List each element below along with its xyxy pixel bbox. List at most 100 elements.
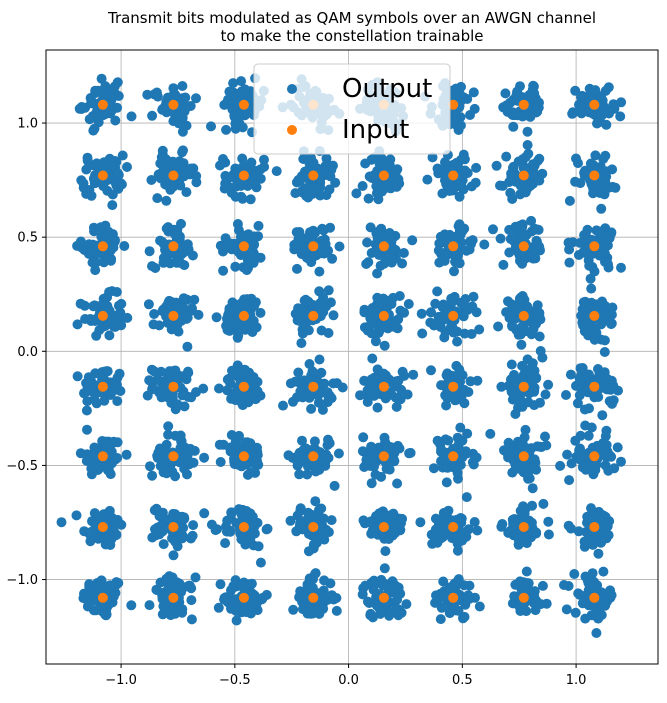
output-point (447, 444, 458, 454)
input-point (168, 99, 179, 110)
output-point (104, 444, 115, 455)
output-point (179, 513, 190, 524)
output-point (528, 245, 539, 256)
output-point (531, 372, 541, 383)
output-point (510, 409, 521, 419)
output-point (307, 608, 318, 619)
output-point (215, 457, 226, 467)
output-point (511, 390, 522, 401)
output-point (236, 76, 247, 87)
output-point (485, 428, 496, 439)
output-point (79, 388, 89, 399)
output-point (607, 164, 618, 175)
output-point (171, 300, 182, 311)
output-point (106, 512, 117, 523)
output-point (157, 237, 168, 247)
output-point (616, 262, 626, 273)
output-point (452, 545, 463, 556)
output-point (372, 402, 383, 413)
output-point (583, 430, 594, 441)
output-point (143, 299, 154, 310)
output-point (580, 420, 591, 431)
output-point (510, 221, 521, 232)
output-point (316, 503, 327, 514)
output-point (113, 300, 124, 311)
output-point (540, 431, 550, 442)
output-point (515, 601, 526, 612)
output-point (593, 613, 604, 624)
output-point (291, 239, 302, 250)
output-point (417, 328, 428, 339)
output-point (231, 615, 242, 626)
output-point (599, 347, 610, 357)
output-point (244, 300, 254, 311)
output-point (380, 546, 391, 557)
output-point (230, 575, 241, 586)
output-point (328, 378, 339, 389)
output-point (377, 180, 388, 191)
output-point (94, 325, 105, 336)
output-point (271, 166, 282, 177)
output-point (303, 296, 314, 307)
output-point (383, 441, 394, 452)
output-point (575, 363, 586, 374)
input-point (518, 241, 529, 252)
output-point (112, 396, 123, 407)
output-point (574, 106, 585, 117)
output-point (388, 244, 399, 255)
input-point (589, 99, 600, 110)
output-point (218, 439, 229, 450)
legend-input-label: Input (342, 115, 409, 145)
output-point (323, 285, 334, 296)
output-point (586, 283, 597, 294)
output-point (509, 233, 520, 244)
output-point (56, 517, 67, 528)
output-point (430, 298, 441, 309)
input-point (97, 310, 108, 321)
output-point (600, 431, 611, 442)
output-point (97, 374, 108, 384)
output-point (161, 223, 172, 234)
output-point (471, 162, 482, 173)
output-point (161, 195, 172, 206)
output-point (603, 231, 614, 242)
output-point (327, 253, 338, 264)
output-point (181, 374, 192, 385)
output-point (506, 306, 517, 317)
output-point (408, 369, 419, 380)
input-point (448, 451, 459, 462)
output-point (334, 241, 345, 252)
output-point (472, 375, 483, 386)
output-point (172, 255, 182, 266)
output-point (104, 287, 115, 297)
input-point (97, 522, 108, 532)
input-point (378, 310, 389, 321)
output-point (88, 222, 99, 233)
output-point (615, 111, 626, 122)
output-point (146, 175, 157, 185)
output-point (220, 592, 231, 603)
output-point (178, 95, 189, 106)
output-point (379, 563, 390, 574)
output-point (589, 334, 600, 345)
input-point (378, 381, 389, 392)
input-point (168, 522, 179, 532)
output-point (407, 235, 418, 246)
output-point (571, 153, 581, 164)
output-point (162, 92, 173, 103)
output-point (582, 513, 593, 524)
output-point (259, 154, 269, 165)
x-tick-label: −1.0 (105, 673, 137, 688)
output-point (439, 332, 450, 343)
output-point (530, 594, 540, 604)
output-point (403, 299, 414, 309)
output-point (507, 321, 518, 332)
output-point (586, 464, 597, 475)
input-point (168, 592, 179, 603)
output-point (152, 91, 163, 102)
output-point (144, 375, 155, 386)
output-point (163, 429, 174, 440)
output-point (179, 260, 190, 271)
input-point (448, 170, 459, 181)
x-tick-label: 0.5 (452, 673, 473, 688)
